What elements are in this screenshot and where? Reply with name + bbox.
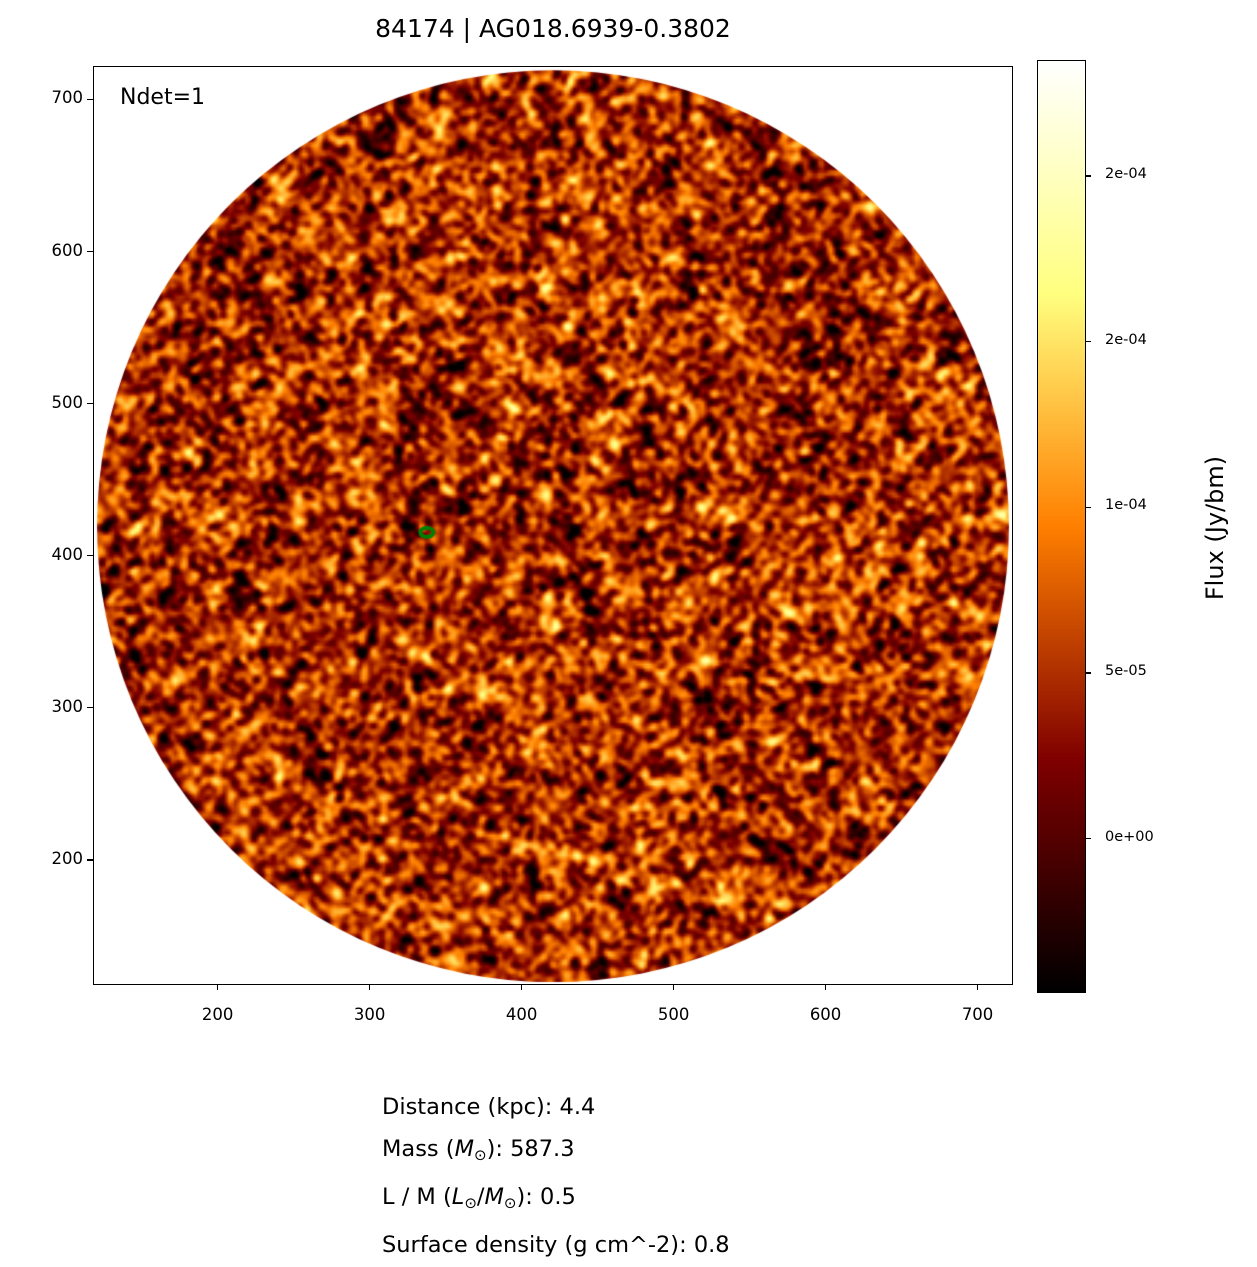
colorbar-tick-label: 5e-05 [1105, 662, 1147, 679]
colorbar-tick [1085, 175, 1091, 177]
math-symbol: L [451, 1184, 465, 1210]
colorbar-tick-label: 0e+00 [1105, 828, 1154, 845]
info-lm: L / M (L⊙/M⊙): 0.5 [382, 1176, 730, 1224]
info-surface-density: Surface density (g cm^-2): 0.8 [382, 1224, 730, 1266]
ndet-annotation: Ndet=1 [120, 85, 206, 110]
colorbar-tick [1085, 506, 1091, 508]
x-tick [369, 984, 371, 990]
chart-title: 84174 | AG018.6939-0.3802 [375, 14, 731, 43]
x-tick-label: 700 [961, 1005, 994, 1024]
colorbar-tick [1085, 672, 1091, 674]
colorbar-tick-label: 2e-04 [1105, 331, 1147, 348]
source-info: Distance (kpc): 4.4 Mass (M⊙): 587.3 L /… [382, 1086, 730, 1266]
colorbar-tick-label: 1e-04 [1105, 497, 1147, 514]
flux-image [94, 67, 1012, 984]
colorbar-tick-label: 2e-04 [1105, 165, 1147, 182]
colorbar-gradient [1038, 61, 1085, 992]
colorbar-label: Flux (Jy/bm) [1201, 455, 1229, 601]
y-tick [87, 98, 93, 101]
y-tick [87, 555, 93, 557]
x-tick-label: 600 [809, 1005, 842, 1024]
x-tick-label: 400 [505, 1005, 538, 1024]
info-label: ) [486, 1136, 496, 1162]
x-tick-label: 200 [201, 1005, 234, 1024]
colorbar-tick [1085, 837, 1091, 840]
info-mass: Mass (M⊙): 587.3 [382, 1128, 730, 1176]
x-tick [521, 984, 523, 990]
y-tick-label: 600 [51, 240, 84, 260]
y-tick [87, 707, 93, 709]
x-tick [976, 984, 979, 990]
info-value: : 587.3 [495, 1136, 575, 1162]
y-tick [87, 403, 93, 405]
x-tick [824, 984, 827, 990]
sun-symbol: ⊙ [474, 1146, 487, 1164]
y-tick [87, 250, 93, 253]
info-label: Mass ( [382, 1136, 455, 1162]
info-label: / [476, 1184, 485, 1210]
info-label: ) [516, 1184, 526, 1210]
info-label: L / M ( [382, 1184, 452, 1210]
info-label: Surface density (g cm^-2) [382, 1232, 680, 1258]
x-tick-label: 500 [657, 1005, 690, 1024]
image-axes: Ndet=1 [93, 66, 1013, 985]
y-tick [87, 859, 93, 861]
math-symbol: M [484, 1184, 504, 1210]
y-tick-label: 400 [51, 544, 84, 564]
x-tick [217, 984, 219, 990]
y-tick-label: 200 [51, 848, 84, 868]
y-tick-label: 500 [51, 392, 84, 412]
info-value: : 4.4 [544, 1094, 596, 1120]
sun-symbol: ⊙ [464, 1194, 477, 1212]
x-tick [672, 984, 675, 990]
math-symbol: M [454, 1136, 474, 1162]
y-tick-label: 300 [51, 696, 84, 716]
info-label: Distance (kpc) [382, 1094, 545, 1120]
info-value: : 0.5 [525, 1184, 576, 1210]
y-tick-label: 700 [51, 88, 84, 108]
x-tick-label: 300 [353, 1005, 386, 1024]
info-distance: Distance (kpc): 4.4 [382, 1086, 730, 1128]
colorbar-tick [1085, 341, 1091, 343]
sun-symbol: ⊙ [503, 1194, 517, 1212]
info-value: : 0.8 [679, 1232, 730, 1258]
colorbar [1037, 60, 1086, 993]
